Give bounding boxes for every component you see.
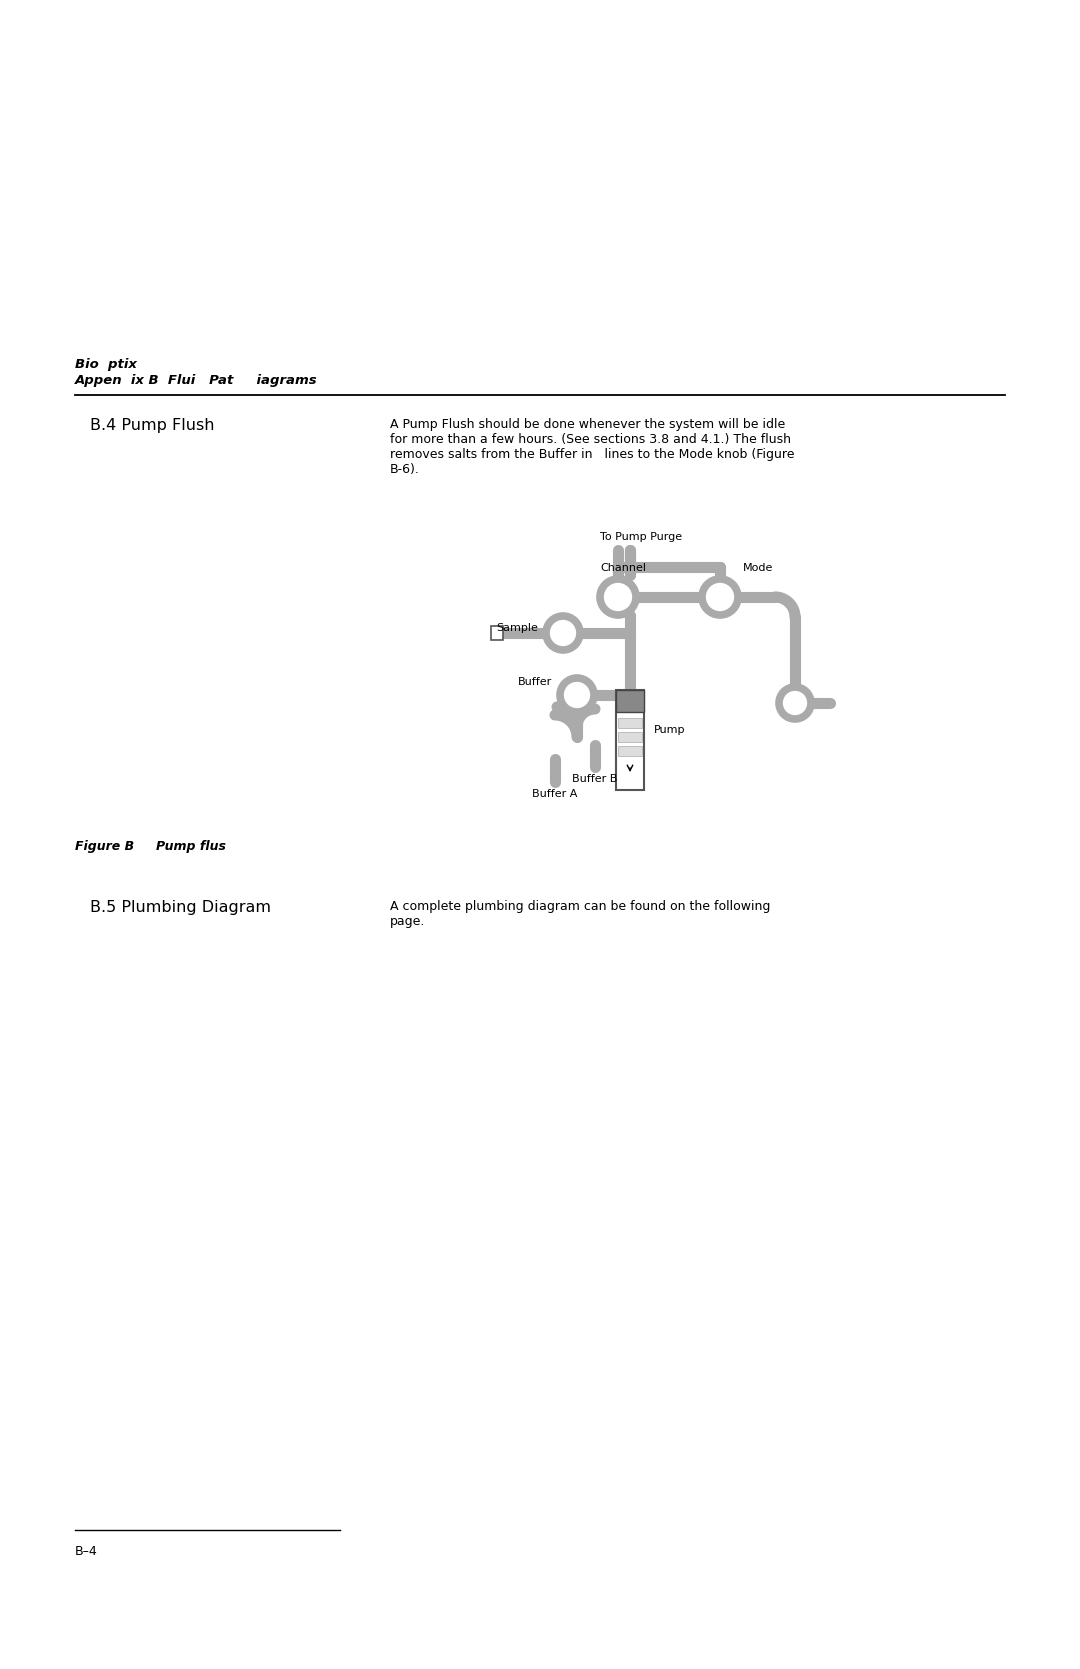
Text: B.4 Pump Flush: B.4 Pump Flush	[90, 417, 215, 432]
Circle shape	[702, 579, 738, 614]
Text: Figure B     Pump flus: Figure B Pump flus	[75, 840, 226, 853]
Text: To Pump Purge: To Pump Purge	[600, 532, 683, 542]
Text: Bio  ptix: Bio ptix	[75, 357, 137, 371]
Circle shape	[600, 579, 636, 614]
Text: A Pump Flush should be done whenever the system will be idle
for more than a few: A Pump Flush should be done whenever the…	[390, 417, 795, 476]
Text: B.5 Plumbing Diagram: B.5 Plumbing Diagram	[90, 900, 271, 915]
Bar	[618, 733, 642, 743]
Text: B–4: B–4	[75, 1545, 98, 1557]
Text: Appen  ix B  Flui   Pat     iagrams: Appen ix B Flui Pat iagrams	[75, 374, 318, 387]
Text: Buffer B: Buffer B	[572, 774, 618, 784]
Bar	[616, 689, 644, 789]
Bar	[618, 718, 642, 728]
Text: A complete plumbing diagram can be found on the following
page.: A complete plumbing diagram can be found…	[390, 900, 770, 928]
Text: Channel: Channel	[600, 562, 646, 572]
Text: Sample: Sample	[496, 623, 538, 633]
Circle shape	[561, 678, 594, 713]
Bar	[618, 746, 642, 756]
Text: Mode: Mode	[743, 562, 773, 572]
Bar	[616, 689, 644, 713]
Circle shape	[779, 688, 811, 719]
Bar	[491, 626, 503, 639]
Text: Buffer: Buffer	[517, 678, 552, 688]
Text: Pump: Pump	[654, 724, 686, 734]
Text: Buffer A: Buffer A	[532, 789, 578, 799]
Circle shape	[546, 616, 580, 649]
